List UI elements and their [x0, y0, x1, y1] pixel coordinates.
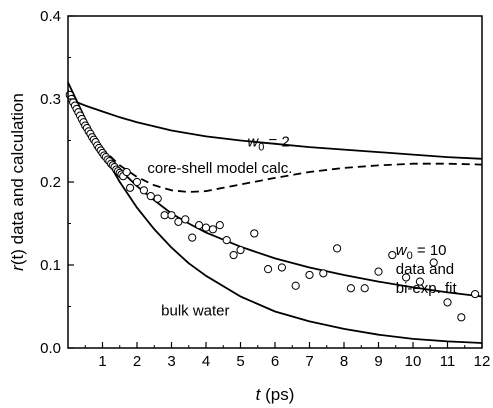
plot-lines — [67, 82, 483, 344]
data-point — [374, 267, 383, 276]
data-point — [215, 221, 224, 230]
y-tick-label: 0.0 — [40, 340, 61, 357]
data-point — [132, 177, 142, 187]
x-tick-label: 10 — [405, 353, 422, 370]
data-point — [208, 225, 217, 234]
data-point — [250, 229, 259, 238]
data-point — [388, 250, 397, 260]
data-points — [65, 90, 480, 322]
data-point — [429, 258, 438, 267]
series-line-bulk-water — [67, 82, 483, 344]
data-point — [415, 277, 424, 286]
annotation-data-and: data and — [396, 261, 454, 278]
x-tick-label: 3 — [167, 353, 175, 370]
x-tick-label: 5 — [236, 353, 244, 370]
annotation-w0-label: w0 = 2 — [247, 133, 289, 153]
data-point — [457, 313, 466, 322]
annotation-bulk-water: bulk water — [161, 303, 229, 320]
data-point — [139, 186, 148, 195]
y-tick-label: 0.1 — [40, 257, 61, 274]
x-tick-label: 9 — [374, 353, 382, 370]
data-point — [222, 236, 231, 245]
data-point — [319, 269, 328, 278]
x-tick-label: 12 — [474, 353, 491, 370]
data-point — [360, 284, 369, 293]
x-tick-label: 7 — [305, 353, 313, 370]
data-point — [471, 289, 480, 299]
data-point — [402, 273, 411, 282]
data-point — [443, 298, 452, 307]
data-point — [201, 223, 211, 232]
x-tick-label: 4 — [202, 353, 210, 370]
series-line-core-shell-model-calc — [67, 90, 483, 193]
data-point — [277, 263, 286, 272]
data-point — [167, 211, 176, 220]
annotations: core-shell model calc. data and bi-exp. fi… — [147, 133, 457, 319]
y-tick-label: 0.3 — [40, 91, 61, 108]
data-point — [122, 167, 131, 177]
data-point — [236, 245, 245, 255]
annotation-bi-exp-fit: bi-exp. fit — [396, 280, 458, 297]
data-point — [346, 284, 355, 293]
data-point — [146, 192, 155, 201]
x-tick-label: 1 — [98, 353, 106, 370]
data-point — [126, 183, 135, 192]
data-point — [181, 215, 190, 224]
data-point — [195, 221, 204, 230]
x-tick-label: 6 — [271, 353, 279, 370]
y-axis-label: r(t) data and calculation — [8, 93, 27, 271]
annotation-w0-label: w0 = 10 — [396, 242, 447, 262]
data-point — [305, 270, 314, 280]
x-tick-label: 11 — [440, 353, 456, 370]
y-tick-label: 0.2 — [40, 174, 61, 191]
x-tick-label: 2 — [133, 353, 141, 370]
data-point — [153, 194, 162, 203]
plot-frame — [67, 15, 483, 349]
data-point — [264, 265, 273, 274]
data-point — [160, 211, 169, 220]
data-point — [291, 281, 300, 290]
data-point — [229, 250, 238, 260]
y-tick-label: 0.4 — [40, 8, 61, 25]
x-axis-label: t (ps) — [256, 385, 295, 404]
data-point — [333, 244, 342, 253]
series-line-w0-2 — [67, 98, 483, 160]
data-point — [174, 217, 183, 226]
x-tick-label: 8 — [340, 353, 348, 370]
data-point — [188, 233, 197, 242]
axis-ticks: 1 2 3 4 5 6 7 8 9 10 11 120.00.10.20.30.4 — [40, 8, 490, 370]
annotation-core-shell-model-calc: core-shell model calc. — [147, 160, 292, 177]
